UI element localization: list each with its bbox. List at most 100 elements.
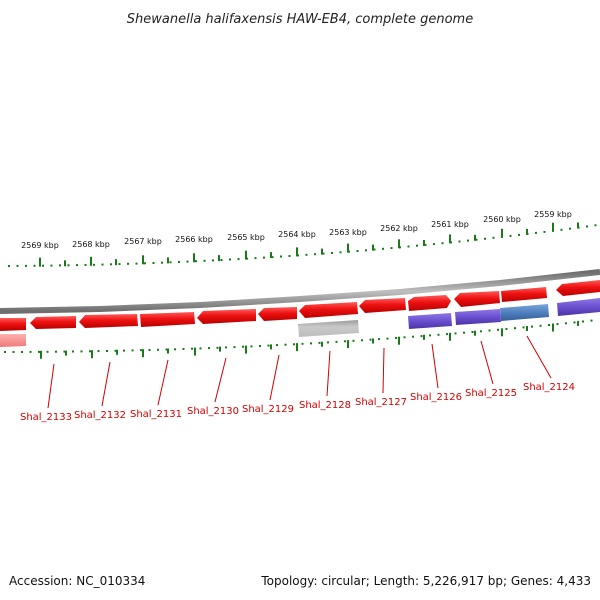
scale-dot — [492, 236, 495, 239]
scale-dot — [254, 257, 257, 260]
bottom-dot — [250, 345, 253, 348]
feature-blue-block-2[interactable] — [455, 309, 501, 325]
gene-arrow-shal-2127[interactable] — [299, 302, 358, 318]
scale-dot — [118, 263, 121, 266]
scale-label: 2562 kbp — [380, 224, 418, 233]
scale-dot — [314, 253, 316, 256]
bottom-dot — [293, 343, 295, 346]
bottom-dot — [310, 342, 312, 345]
gene-arrow-shal-2128[interactable] — [258, 307, 297, 321]
bottom-dot — [522, 326, 525, 329]
scale-dot — [101, 263, 104, 266]
scale-dot — [322, 252, 325, 255]
gene-label[interactable]: Shal_2132 — [74, 410, 126, 421]
scale-dot — [331, 252, 333, 254]
bottom-dot — [259, 345, 261, 347]
gene-arrow-shal-2133-light[interactable] — [0, 334, 26, 347]
bottom-dot — [335, 340, 338, 343]
gene-leader-line — [101, 361, 111, 407]
scale-dot — [263, 256, 265, 259]
feature-blue-block-3[interactable] — [557, 298, 600, 316]
bottom-dot — [471, 331, 474, 333]
bottom-dot — [480, 330, 482, 333]
gene-label[interactable]: Shal_2130 — [187, 406, 239, 417]
gene-leader-line — [526, 335, 552, 379]
gene-label[interactable]: Shal_2125 — [465, 388, 517, 399]
bottom-dot — [488, 329, 491, 332]
bottom-dot — [89, 350, 91, 353]
scale-dot — [220, 259, 223, 261]
scale-dot — [50, 264, 53, 267]
feature-steel-block[interactable] — [500, 304, 549, 321]
scale-label: 2564 kbp — [278, 230, 316, 239]
feature-gray-block[interactable] — [298, 320, 359, 337]
bottom-dot — [46, 350, 49, 353]
scale-dot — [339, 251, 342, 254]
gene-arrow-shal-2123[interactable] — [501, 287, 547, 302]
bottom-dot — [174, 348, 176, 351]
gene-label[interactable]: Shal_2133 — [20, 412, 72, 423]
scale-label: 2566 kbp — [175, 235, 213, 244]
gene-labels: Shal_2133 Shal_2132 Shal_2131 Shal_2130 Shal… — [20, 335, 575, 423]
gene-leader-line — [326, 350, 331, 397]
gene-features — [0, 280, 600, 347]
bottom-dot — [403, 336, 406, 339]
gene-arrow-shal-2129[interactable] — [197, 309, 256, 324]
scale-label: 2565 kbp — [227, 233, 265, 242]
gene-label[interactable]: Shal_2131 — [130, 409, 182, 420]
gene-arrow-shal-2125[interactable] — [408, 295, 451, 311]
bottom-dot — [106, 350, 108, 352]
scale-dot — [237, 258, 240, 261]
gene-arrow-shal-2132[interactable] — [30, 316, 76, 329]
bottom-dot — [12, 351, 15, 353]
scale-dot — [33, 264, 36, 267]
scale-dot — [16, 264, 19, 267]
bottom-dot — [386, 337, 389, 340]
gene-arrow-shal-2131[interactable] — [79, 314, 138, 328]
gene-label[interactable]: Shal_2127 — [355, 397, 407, 408]
bottom-dot — [344, 340, 346, 343]
gene-label[interactable]: Shal_2124 — [523, 382, 575, 393]
scale-dot — [594, 224, 597, 227]
bottom-dot — [352, 339, 355, 342]
bottom-dot — [505, 328, 508, 330]
bottom-dot — [539, 324, 542, 327]
scale-dot — [161, 261, 163, 264]
gene-arrow-shal-2126[interactable] — [359, 298, 406, 313]
bottom-dot — [531, 325, 533, 328]
gene-arrow-shal-2133[interactable] — [0, 318, 26, 331]
bottom-dot — [463, 331, 465, 334]
bottom-dot — [233, 346, 236, 349]
gene-arrow-shal-2124[interactable] — [454, 291, 500, 307]
bottom-dot — [123, 349, 125, 352]
bottom-dot — [80, 350, 83, 353]
bottom-dot — [369, 338, 372, 341]
feature-blue-block-1[interactable] — [408, 313, 452, 329]
bottom-dot — [276, 344, 278, 347]
gene-label[interactable]: Shal_2129 — [242, 404, 294, 415]
bottom-dot — [548, 324, 550, 326]
scale-dot — [390, 247, 393, 250]
bottom-dot — [131, 349, 134, 352]
gene-leader-line — [431, 343, 439, 389]
scale-dot — [373, 248, 376, 251]
bottom-dot — [63, 350, 66, 353]
scale-dot — [407, 245, 410, 248]
bottom-dot — [148, 349, 151, 351]
scale-dot — [59, 264, 61, 267]
scale-dot — [271, 256, 274, 259]
scale-dot — [467, 239, 469, 242]
accession-text: Accession: NC_010334 — [9, 574, 146, 588]
gene-arrow-shal-2130[interactable] — [140, 312, 195, 327]
bottom-dot — [191, 347, 193, 350]
gene-label[interactable]: Shal_2126 — [410, 392, 462, 403]
scale-label: 2560 kbp — [483, 215, 521, 224]
scale-dot — [127, 262, 129, 265]
bottom-dot — [497, 328, 499, 331]
bottom-dot — [318, 341, 321, 344]
gene-arrow-shal-2122[interactable] — [556, 280, 600, 296]
genome-summary-text: Topology: circular; Length: 5,226,917 bp… — [261, 574, 591, 588]
backbone-track — [0, 269, 600, 314]
gene-label[interactable]: Shal_2128 — [299, 400, 351, 411]
